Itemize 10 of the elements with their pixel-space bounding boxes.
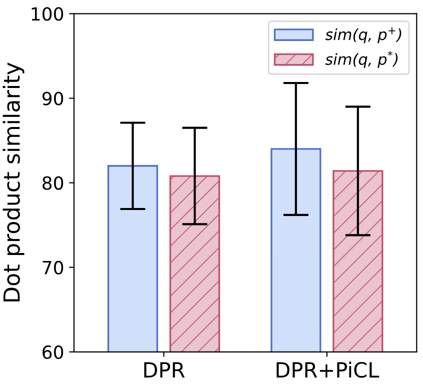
x-tick-label: DPR+PiCL — [276, 362, 380, 378]
legend-label: sim(q, p$^{+}$) — [325, 27, 402, 44]
y-tick-label: 90 — [42, 92, 64, 106]
y-axis-title: Dot product similarity — [2, 62, 24, 302]
y-tick-label: 100 — [32, 7, 64, 21]
y-tick-label: 60 — [42, 345, 64, 360]
x-tick-label: DPR — [144, 362, 185, 378]
legend-label: sim(q, p$^{*}$) — [325, 50, 398, 68]
y-tick-label: 80 — [42, 176, 64, 190]
y-tick-label: 70 — [42, 260, 64, 274]
